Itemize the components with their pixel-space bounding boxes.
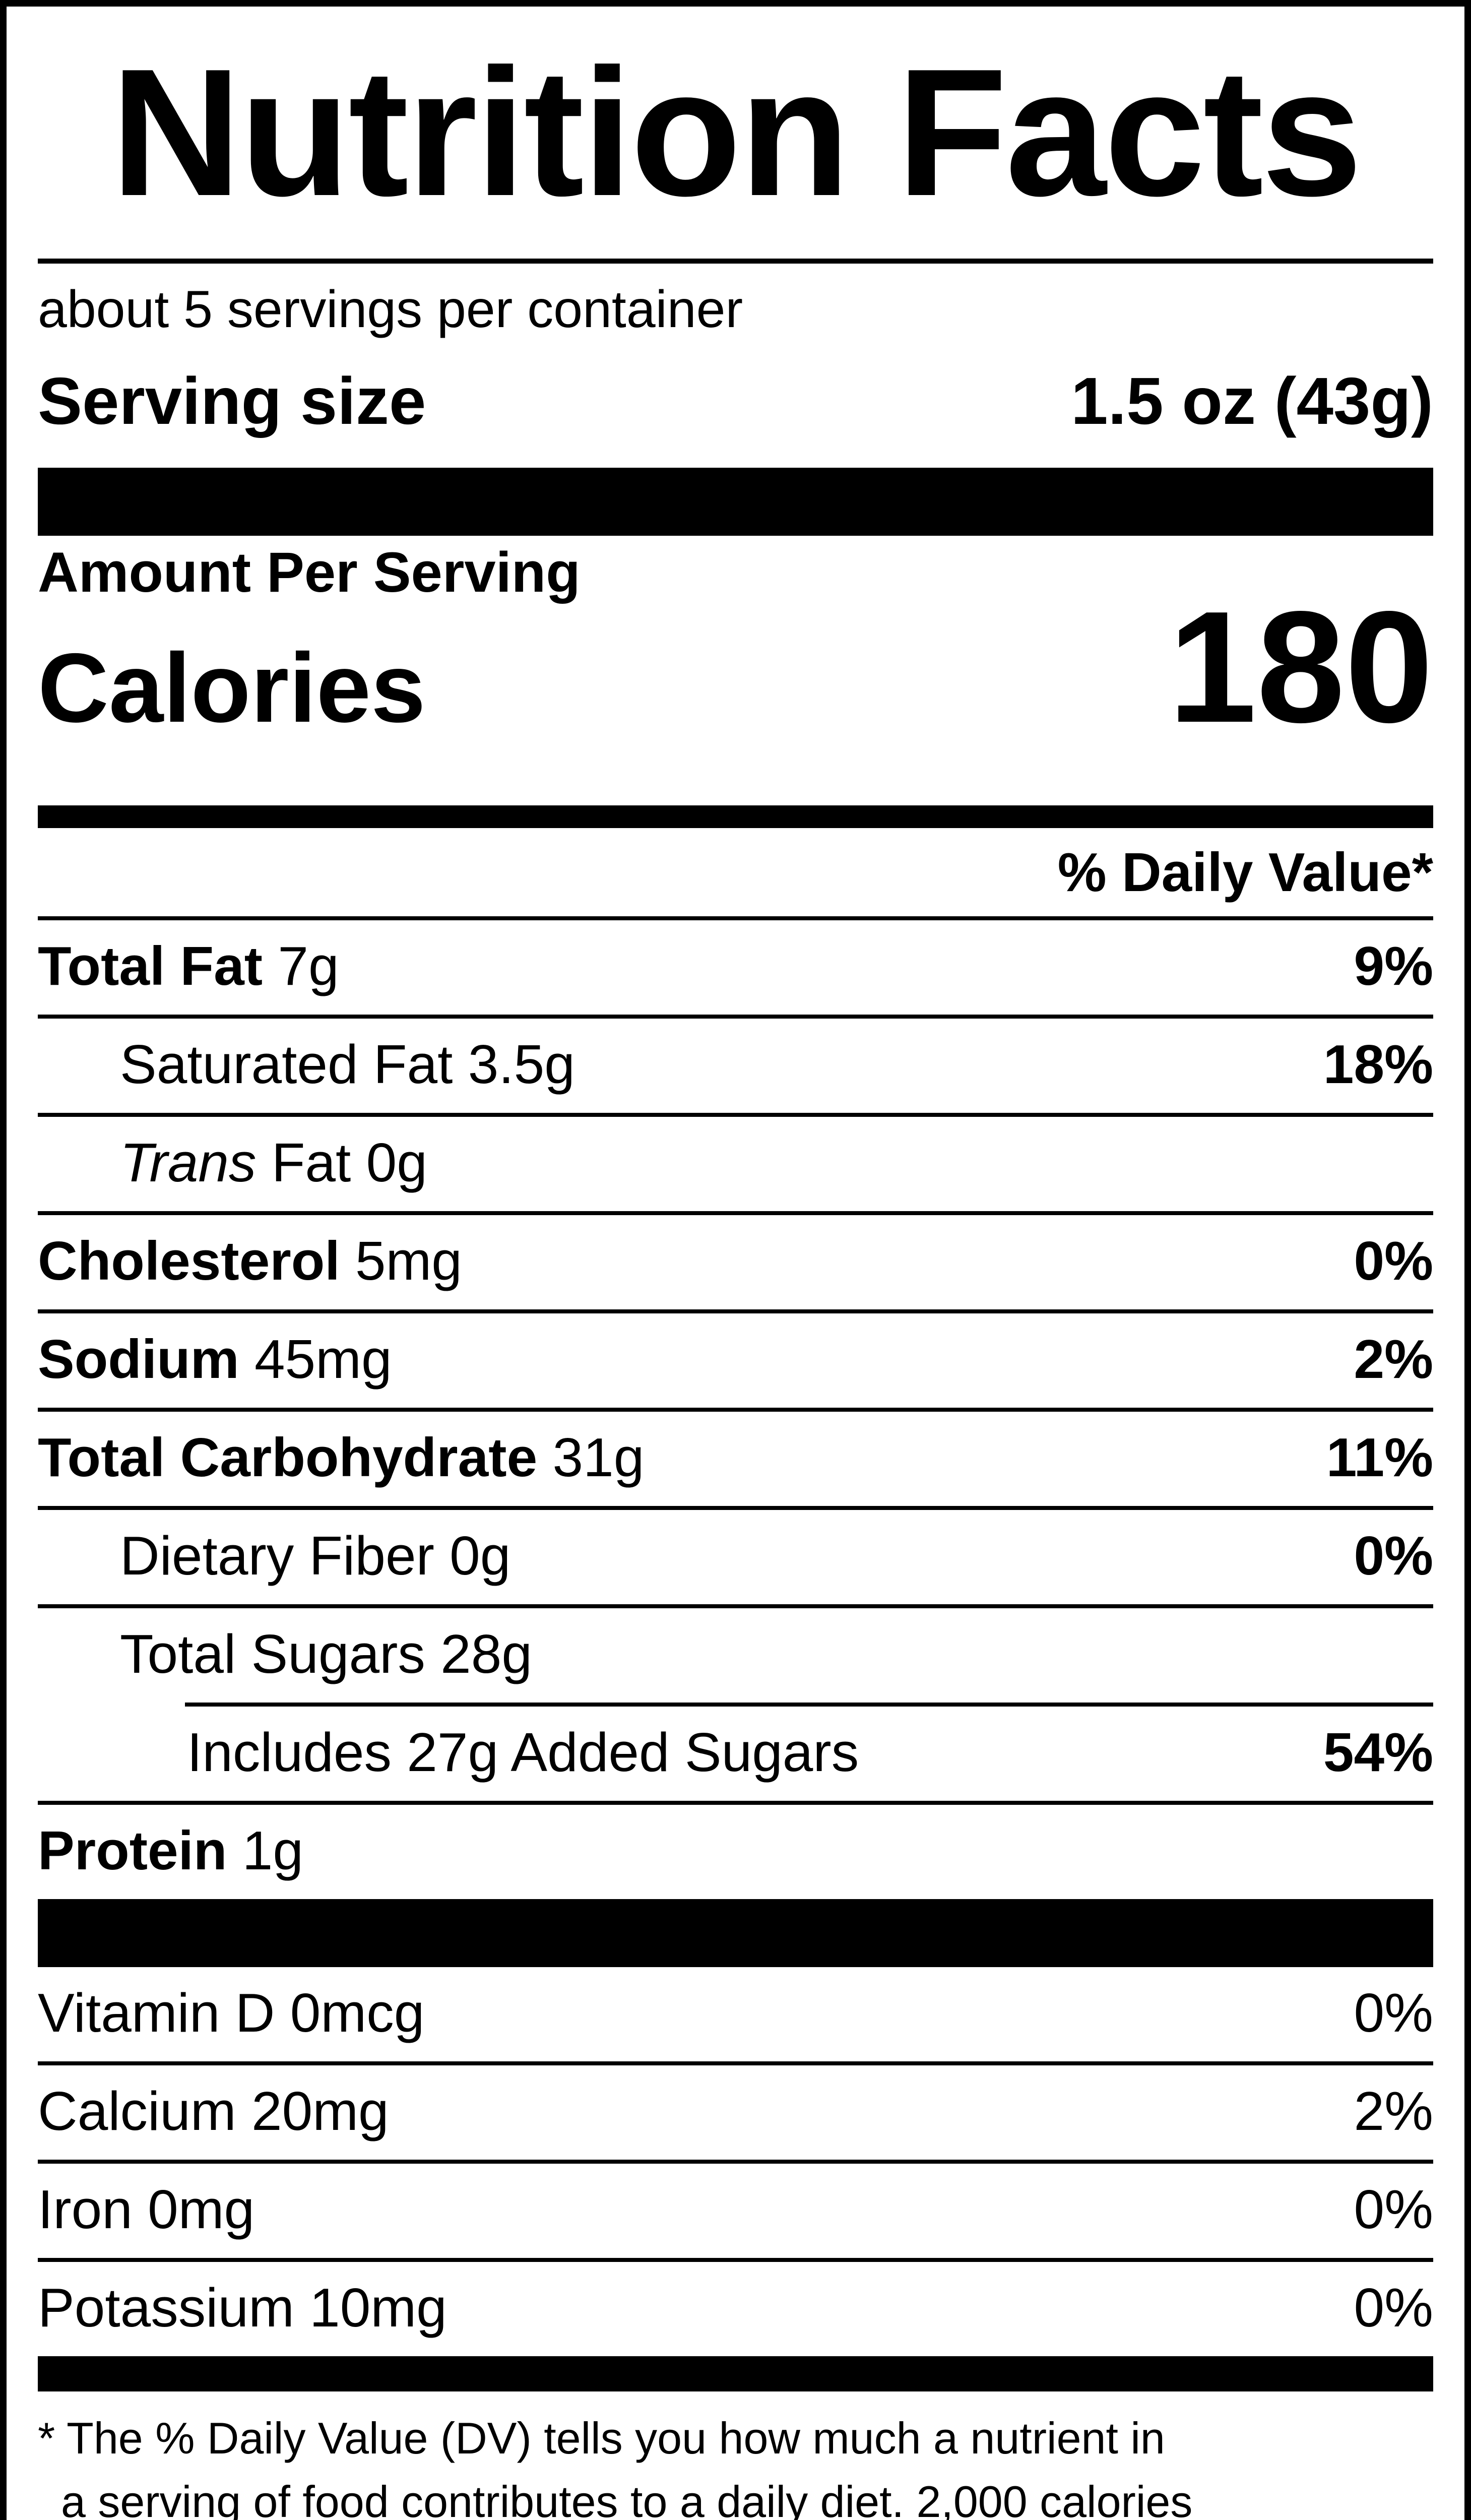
daily-value-footnote: * The % Daily Value (DV) tells you how m… [38, 2391, 1433, 2520]
nutrient-dv: 18% [1323, 1034, 1433, 1095]
vitamin-dv: 2% [1354, 2081, 1433, 2142]
nutrient-row-total-carbohydrate: Total Carbohydrate 31g 11% [38, 1412, 1433, 1510]
nutrient-dv: 11% [1326, 1427, 1433, 1488]
nutrient-row-cholesterol: Cholesterol 5mg 0% [38, 1215, 1433, 1313]
indented-rule [185, 1703, 1433, 1707]
vitamin-name: Calcium 20mg [38, 2081, 389, 2142]
nutrient-row-saturated-fat: Saturated Fat 3.5g 18% [38, 1019, 1433, 1117]
vitamin-row-potassium: Potassium 10mg 0% [38, 2262, 1433, 2356]
calories-label: Calories [38, 633, 426, 743]
vitamin-name: Vitamin D 0mcg [38, 1982, 425, 2044]
nutrient-row-dietary-fiber: Dietary Fiber 0g 0% [38, 1510, 1433, 1608]
footnote-divider-bar [38, 2356, 1433, 2391]
vitamin-name: Potassium 10mg [38, 2277, 447, 2339]
serving-size-label: Serving size [38, 364, 426, 438]
vitamin-row-iron: Iron 0mg 0% [38, 2164, 1433, 2262]
footnote-line: a serving of food contributes to a daily… [61, 2477, 1193, 2520]
vitamin-name: Iron 0mg [38, 2179, 255, 2240]
nutrient-dv: 2% [1354, 1329, 1433, 1390]
vitamin-row-calcium: Calcium 20mg 2% [38, 2065, 1433, 2164]
nutrient-name: Includes 27g Added Sugars [187, 1722, 859, 1783]
nutrient-name: Cholesterol 5mg [38, 1230, 462, 1292]
nutrient-dv: 0% [1354, 1525, 1433, 1587]
nutrient-name: Total Carbohydrate 31g [38, 1427, 645, 1488]
nutrient-name: Protein 1g [38, 1820, 304, 1881]
vitamin-dv: 0% [1354, 2179, 1433, 2240]
nutrient-row-sodium: Sodium 45mg 2% [38, 1313, 1433, 1412]
nutrient-row-total-sugars: Total Sugars 28g [38, 1608, 1433, 1703]
servings-per-container: about 5 servings per container [38, 280, 743, 339]
nutrient-dv: 0% [1354, 1230, 1433, 1292]
nutrient-name: Total Sugars 28g [120, 1623, 533, 1685]
serving-size-row: Serving size 1.5 oz (43g) [38, 338, 1433, 468]
nutrient-name: Trans Fat 0g [120, 1132, 427, 1193]
footnote-line: * The % Daily Value (DV) tells you how m… [38, 2413, 1165, 2463]
vitamin-dv: 0% [1354, 1982, 1433, 2044]
vitamin-row-vitamin-d: Vitamin D 0mcg 0% [38, 1967, 1433, 2065]
calories-value: 180 [1168, 578, 1433, 755]
nutrient-row-trans-fat: Trans Fat 0g [38, 1117, 1433, 1215]
nutrient-name: Sodium 45mg [38, 1329, 392, 1390]
amount-per-serving-label: Amount Per Serving [38, 541, 581, 604]
nutrient-name: Total Fat 7g [38, 935, 339, 997]
vitamin-dv: 0% [1354, 2277, 1433, 2339]
thick-divider-bar [38, 468, 1433, 536]
nutrient-row-total-fat: Total Fat 7g 9% [38, 920, 1433, 1019]
nutrient-dv: 54% [1323, 1722, 1433, 1783]
calories-row: Calories 180 [38, 578, 1433, 805]
nutrient-name: Dietary Fiber 0g [120, 1525, 511, 1587]
nutrient-name: Saturated Fat 3.5g [120, 1034, 575, 1095]
daily-value-header: % Daily Value* [38, 828, 1433, 920]
label-title: Nutrition Facts [38, 7, 1433, 264]
nutrient-dv: 9% [1354, 935, 1433, 997]
medium-divider-bar [38, 805, 1433, 828]
thick-divider-bar [38, 1899, 1433, 1967]
nutrient-row-protein: Protein 1g [38, 1805, 1433, 1899]
nutrient-row-added-sugars: Includes 27g Added Sugars 54% [38, 1707, 1433, 1805]
serving-size-value: 1.5 oz (43g) [1071, 364, 1433, 438]
